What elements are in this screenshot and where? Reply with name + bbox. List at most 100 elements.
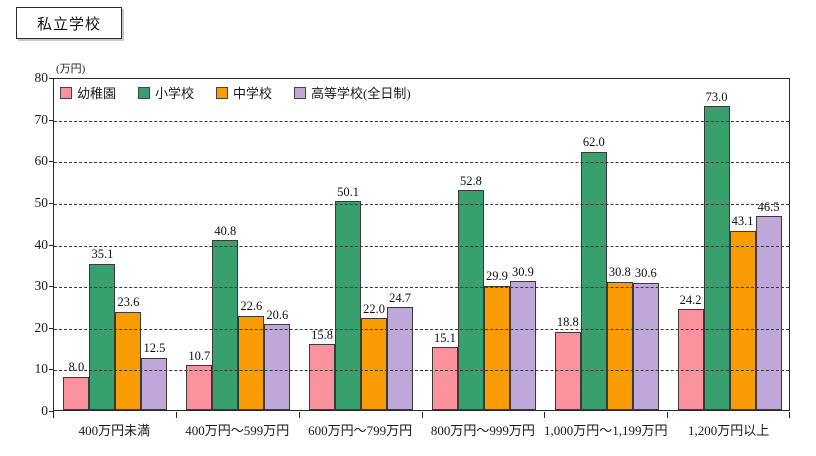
bar[interactable] — [431, 347, 458, 410]
bar-slot: 35.1 — [89, 79, 116, 410]
y-axis-tick-mark — [49, 327, 54, 329]
bar-slot: 40.8 — [212, 79, 239, 410]
bar[interactable] — [238, 315, 265, 410]
bar[interactable] — [212, 240, 239, 410]
bar[interactable] — [677, 309, 704, 410]
chart-legend: 幼稚園 小学校 中学校 高等学校(全日制) — [60, 83, 411, 102]
bar[interactable] — [606, 281, 633, 410]
y-axis-tick-label: 80 — [34, 70, 49, 85]
bar-slot: 23.6 — [115, 79, 142, 410]
bar-value-label: 15.8 — [311, 327, 334, 342]
bar-value-label: 10.7 — [188, 348, 211, 363]
legend-item[interactable]: 小学校 — [138, 83, 194, 102]
bar-slot: 62.0 — [580, 79, 607, 410]
y-axis-tick-mark — [49, 202, 54, 204]
x-axis-tick-label: 1,200万円以上 — [687, 423, 770, 438]
bar-value-label: 52.8 — [459, 173, 482, 188]
bar[interactable] — [335, 201, 362, 410]
bar[interactable] — [457, 190, 484, 410]
gridline — [54, 370, 789, 372]
legend-label: 高等学校(全日制) — [311, 86, 411, 101]
bar-value-label: 22.6 — [240, 299, 263, 314]
y-axis-tick-mark — [49, 369, 54, 371]
y-axis-tick-label: 60 — [34, 153, 49, 169]
legend-swatch-icon — [60, 86, 72, 99]
x-axis-tick-mark — [667, 412, 669, 418]
bar[interactable] — [309, 344, 336, 410]
bar-value-label: 46.5 — [757, 199, 780, 214]
bar[interactable] — [703, 106, 730, 410]
y-axis-tick-mark — [49, 244, 54, 246]
chart-plot-area: 8.0 35.1 23.6 12.5 10.7 40.8 22.6 20.6 15.8 50.1 2… — [53, 78, 790, 411]
bar[interactable] — [361, 318, 388, 410]
bar-slot: 52.8 — [457, 79, 484, 410]
bar-value-label: 18.8 — [556, 315, 579, 330]
bar[interactable] — [387, 307, 414, 410]
bar-group: 10.7 40.8 22.6 20.6 — [186, 79, 291, 410]
bar-slot: 29.9 — [483, 79, 510, 410]
legend-label: 中学校 — [233, 86, 273, 101]
bar-value-label: 73.0 — [705, 89, 728, 104]
bar-value-label: 15.1 — [433, 330, 456, 345]
bar-group: 8.0 35.1 23.6 12.5 — [63, 79, 168, 410]
chart-title-box: 私立学校 — [16, 7, 122, 39]
bar[interactable] — [186, 365, 213, 410]
y-axis-tick-mark — [49, 411, 54, 412]
x-axis-tick-mark — [544, 412, 546, 418]
bar-value-label: 23.6 — [117, 295, 140, 310]
bar-slot: 15.8 — [309, 79, 336, 410]
bar[interactable] — [580, 151, 607, 410]
x-axis-tick-mark — [53, 412, 54, 418]
bar-slot: 73.0 — [703, 79, 730, 410]
bar[interactable] — [729, 230, 756, 410]
bar-slot: 46.5 — [755, 79, 782, 410]
legend-item[interactable]: 中学校 — [216, 83, 272, 102]
y-axis-tick-label: 10 — [34, 361, 49, 377]
x-axis-tick-mark — [421, 412, 423, 418]
bar[interactable] — [115, 311, 142, 410]
bar-slot: 12.5 — [141, 79, 168, 410]
legend-label: 幼稚園 — [77, 86, 117, 101]
gridline — [54, 328, 789, 330]
bar-slot: 43.1 — [729, 79, 756, 410]
bar-slot: 18.8 — [554, 79, 581, 410]
bar-slot: 30.6 — [632, 79, 659, 410]
bar-slot: 24.2 — [677, 79, 704, 410]
gridline — [54, 203, 789, 205]
bar-value-label: 35.1 — [91, 247, 114, 262]
x-axis-tick-label: 400万円〜599万円 — [185, 423, 290, 438]
bar-value-label: 24.7 — [389, 290, 412, 305]
bar-value-label: 20.6 — [266, 307, 289, 322]
legend-item[interactable]: 高等学校(全日制) — [294, 83, 411, 102]
legend-swatch-icon — [216, 86, 229, 99]
y-axis-unit-label: (万円) — [56, 63, 86, 75]
x-axis-tick-label: 600万円〜799万円 — [308, 423, 413, 438]
bar-value-label: 50.1 — [337, 184, 360, 199]
bar[interactable] — [89, 263, 116, 410]
y-axis-tick-label: 20 — [34, 319, 49, 335]
y-axis-tick-label: 30 — [34, 278, 49, 294]
x-axis-labels: 400万円未満 400万円〜599万円 600万円〜799万円 800万円〜999万円… — [53, 412, 790, 450]
bar[interactable] — [632, 282, 659, 410]
bar-value-label: 29.9 — [485, 269, 508, 284]
bar-slot: 24.7 — [387, 79, 414, 410]
bar-slot: 22.0 — [361, 79, 388, 410]
bar[interactable] — [63, 376, 90, 410]
bar[interactable] — [141, 357, 168, 410]
y-axis-tick-label: 40 — [34, 236, 49, 252]
legend-item[interactable]: 幼稚園 — [60, 83, 116, 102]
bar-value-label: 30.9 — [511, 264, 534, 279]
bar[interactable] — [483, 285, 510, 410]
page-title: 私立学校 — [36, 16, 101, 33]
bar-value-label: 30.8 — [608, 265, 631, 280]
bar-value-label: 8.0 — [68, 360, 85, 375]
legend-swatch-icon — [138, 86, 151, 99]
y-axis-tick-label: 70 — [34, 111, 49, 127]
bar[interactable] — [264, 324, 291, 410]
y-axis-tick-mark — [49, 161, 54, 163]
y-axis: 0 10 20 30 40 50 60 70 80 — [0, 70, 54, 418]
bar[interactable] — [509, 281, 536, 410]
bar[interactable] — [755, 216, 782, 410]
bar-group: 24.2 73.0 43.1 46.5 — [677, 79, 782, 410]
x-axis-tick-mark — [298, 412, 300, 418]
